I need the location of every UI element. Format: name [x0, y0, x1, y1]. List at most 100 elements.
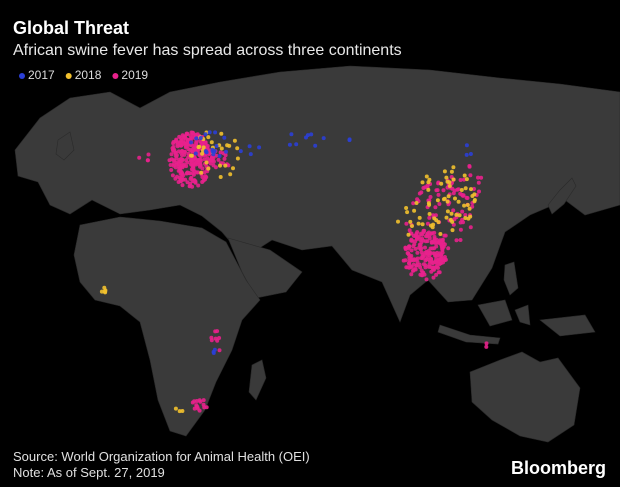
legend-swatch — [112, 73, 119, 79]
outbreak-dot — [180, 158, 185, 163]
outbreak-dot — [440, 237, 445, 242]
outbreak-dot — [445, 179, 450, 184]
outbreak-dot — [413, 246, 418, 251]
britain — [55, 131, 75, 161]
outbreak-dot — [442, 196, 447, 201]
outbreak-dot — [173, 176, 178, 181]
outbreak-dot — [438, 232, 443, 236]
outbreak-dot — [458, 191, 463, 196]
outbreak-dot — [212, 149, 216, 154]
outbreak-dot — [217, 348, 222, 353]
outbreak-dot — [450, 186, 455, 191]
outbreak-dot — [188, 133, 193, 138]
outbreak-dot — [347, 138, 352, 143]
title: Global Threat — [13, 18, 129, 38]
outbreak-dot — [214, 153, 219, 158]
outbreak-dot — [137, 155, 142, 160]
legend-label: 2018 — [75, 68, 102, 82]
outbreak-dot — [458, 238, 463, 242]
eurasia — [14, 65, 620, 323]
outbreak-dot — [417, 215, 422, 220]
outbreak-dot — [168, 163, 173, 167]
outbreak-dot — [172, 148, 177, 152]
outbreak-dot — [479, 175, 484, 180]
outbreak-dot — [460, 209, 465, 214]
outbreak-dot — [436, 192, 441, 197]
outbreak-dot — [198, 136, 203, 140]
outbreak-dot — [438, 261, 443, 266]
outbreak-dot — [468, 225, 473, 230]
outbreak-dot — [179, 143, 183, 148]
madagascar — [248, 359, 267, 401]
outbreak-dot — [449, 169, 454, 174]
outbreak-dot — [465, 203, 470, 207]
outbreak-dot — [404, 206, 409, 210]
outbreak-dot — [309, 132, 314, 137]
outbreak-dot — [444, 215, 449, 220]
outbreak-dot — [407, 256, 412, 260]
outbreak-dot — [421, 270, 426, 275]
outbreak-dot — [464, 143, 469, 148]
outbreak-dot — [425, 239, 430, 244]
outbreak-dot — [409, 265, 414, 269]
outbreak-dot — [420, 222, 425, 227]
outbreak-dot — [431, 222, 436, 227]
outbreak-dot — [430, 240, 434, 245]
outbreak-dot — [224, 149, 228, 154]
outbreak-dot — [428, 246, 433, 251]
outbreak-dot — [257, 145, 262, 150]
outbreak-dot — [413, 267, 418, 272]
outbreak-dot — [410, 257, 415, 262]
outbreak-dot — [442, 233, 447, 238]
outbreak-dot — [424, 277, 429, 282]
outbreak-dot — [432, 246, 437, 251]
outbreak-dot — [145, 158, 150, 163]
outbreak-dot — [459, 188, 464, 192]
outbreak-dot — [441, 188, 446, 193]
outbreak-dot — [179, 177, 184, 182]
outbreak-dot — [464, 152, 469, 157]
outbreak-dot — [304, 135, 308, 140]
outbreak-dot — [427, 264, 432, 269]
outbreak-dot — [180, 409, 185, 413]
outbreak-dot — [417, 262, 422, 267]
outbreak-dot — [182, 134, 187, 139]
outbreak-dot — [146, 152, 151, 157]
outbreak-dot — [425, 232, 430, 237]
japan — [547, 177, 577, 215]
outbreak-dot — [421, 230, 426, 235]
outbreak-dot — [198, 164, 202, 169]
outbreak-dot — [169, 152, 174, 157]
outbreak-dot — [449, 211, 454, 216]
outbreak-dot — [190, 400, 195, 405]
outbreak-dot — [438, 253, 443, 258]
outbreak-dot — [179, 138, 184, 143]
outbreak-dot — [436, 270, 441, 275]
outbreak-dot — [442, 169, 447, 174]
outbreak-dot — [213, 329, 218, 334]
outbreak-dot — [219, 146, 224, 151]
outbreak-dot — [200, 151, 205, 156]
outbreak-dot — [424, 174, 429, 179]
outbreak-dot — [210, 158, 215, 163]
outbreak-dot — [189, 140, 193, 145]
outbreak-dot — [185, 142, 189, 147]
outbreak-dot — [434, 272, 439, 277]
outbreak-dot — [454, 212, 459, 217]
outbreak-dot — [454, 238, 459, 243]
outbreak-dot — [442, 258, 447, 263]
outbreak-dot — [423, 258, 428, 263]
outbreak-dot — [321, 136, 326, 141]
outbreak-dot — [427, 212, 432, 216]
outbreak-dot — [187, 184, 192, 189]
outbreak-dot — [174, 160, 179, 165]
outbreak-dot — [418, 272, 423, 277]
outbreak-dot — [219, 131, 224, 136]
source: Source: World Organization for Animal He… — [13, 449, 310, 464]
outbreak-dot — [463, 216, 468, 220]
outbreak-dot — [462, 203, 467, 208]
outbreak-dot — [417, 191, 422, 196]
outbreak-dot — [196, 183, 201, 188]
outbreak-dot — [451, 177, 456, 182]
outbreak-dot — [313, 143, 318, 148]
